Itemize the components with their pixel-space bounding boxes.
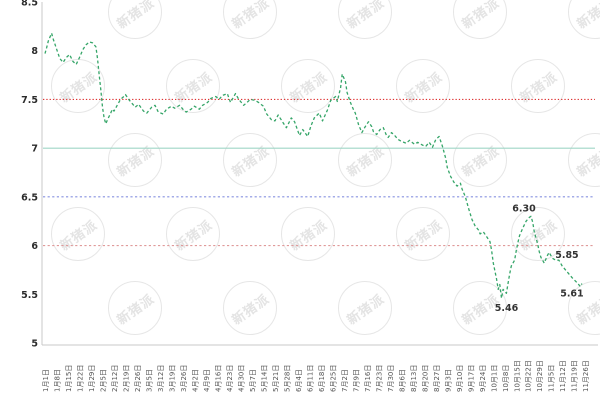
x-tick-label: 11月12日 (559, 360, 567, 392)
x-tick-label: 9月3日 (444, 369, 452, 392)
x-tick-label: 9月17日 (467, 365, 475, 392)
x-tick-label: 11月26日 (582, 360, 590, 392)
y-tick-label: 6 (31, 241, 38, 252)
x-tick-label: 2月19日 (122, 365, 130, 392)
x-tick-label: 8月27日 (433, 365, 441, 392)
y-tick-label: 7 (31, 144, 38, 155)
point-value-label: 6.30 (512, 203, 536, 214)
y-tick-label: 8.5 (21, 0, 38, 9)
x-tick-label: 3月19日 (168, 365, 176, 392)
x-tick-label: 8月13日 (410, 365, 418, 392)
x-tick-label: 5月14日 (260, 365, 268, 392)
x-tick-label: 4月16日 (214, 365, 222, 392)
x-tick-label: 9月10日 (456, 365, 464, 392)
point-value-label: 5.85 (555, 250, 578, 261)
x-tick-label: 9月24日 (479, 365, 487, 392)
x-tick-label: 3月5日 (145, 369, 153, 392)
x-tick-label: 3月26日 (180, 365, 188, 392)
x-tick-label: 10月8日 (502, 365, 510, 392)
x-tick-label: 2月5日 (99, 369, 107, 392)
x-tick-label: 6月11日 (306, 365, 314, 392)
x-tick-label: 3月12日 (157, 365, 165, 392)
x-tick-label: 6月25日 (329, 365, 337, 392)
x-tick-label: 10月1日 (490, 365, 498, 392)
x-tick-label: 2月12日 (111, 365, 119, 392)
x-tick-label: 1月8日 (53, 369, 61, 392)
x-tick-label: 8月20日 (421, 365, 429, 392)
series-line-daily-price (44, 32, 583, 299)
x-tick-label: 4月23日 (226, 365, 234, 392)
x-tick-label: 10月29日 (536, 360, 544, 392)
x-tick-label: 4月9日 (203, 369, 211, 392)
x-tick-label: 4月2日 (191, 369, 199, 392)
x-tick-label: 1月15日 (65, 365, 73, 392)
x-tick-label: 5月7日 (249, 369, 257, 392)
y-tick-label: 7.5 (21, 95, 38, 106)
y-tick-label: 8 (31, 46, 38, 57)
y-tick-label: 6.5 (21, 192, 38, 203)
point-value-label: 5.61 (560, 289, 583, 300)
x-tick-label: 1月29日 (88, 365, 96, 392)
x-tick-label: 8月6日 (398, 369, 406, 392)
x-tick-label: 7月30日 (387, 365, 395, 392)
x-tick-label: 4月30日 (237, 365, 245, 392)
point-value-label: 5.46 (495, 303, 519, 314)
y-tick-label: 5.5 (21, 290, 38, 301)
x-tick-label: 10月22日 (525, 360, 533, 392)
x-tick-label: 11月5日 (548, 365, 556, 392)
x-tick-label: 2月26日 (134, 365, 142, 392)
x-tick-label: 7月16日 (364, 365, 372, 392)
x-tick-label: 5月28日 (283, 365, 291, 392)
x-tick-label: 10月15日 (513, 360, 521, 392)
x-tick-label: 6月18日 (318, 365, 326, 392)
y-tick-label: 5 (31, 339, 38, 350)
x-tick-label: 6月4日 (295, 369, 303, 392)
x-tick-label: 7月2日 (341, 369, 349, 392)
x-tick-label: 7月23日 (375, 365, 383, 392)
x-tick-label: 5月21日 (272, 365, 280, 392)
x-tick-label: 1月1日 (42, 369, 50, 392)
x-tick-label: 7月9日 (352, 369, 360, 392)
x-tick-label: 11月19日 (571, 360, 579, 392)
x-tick-label: 1月22日 (76, 365, 84, 392)
